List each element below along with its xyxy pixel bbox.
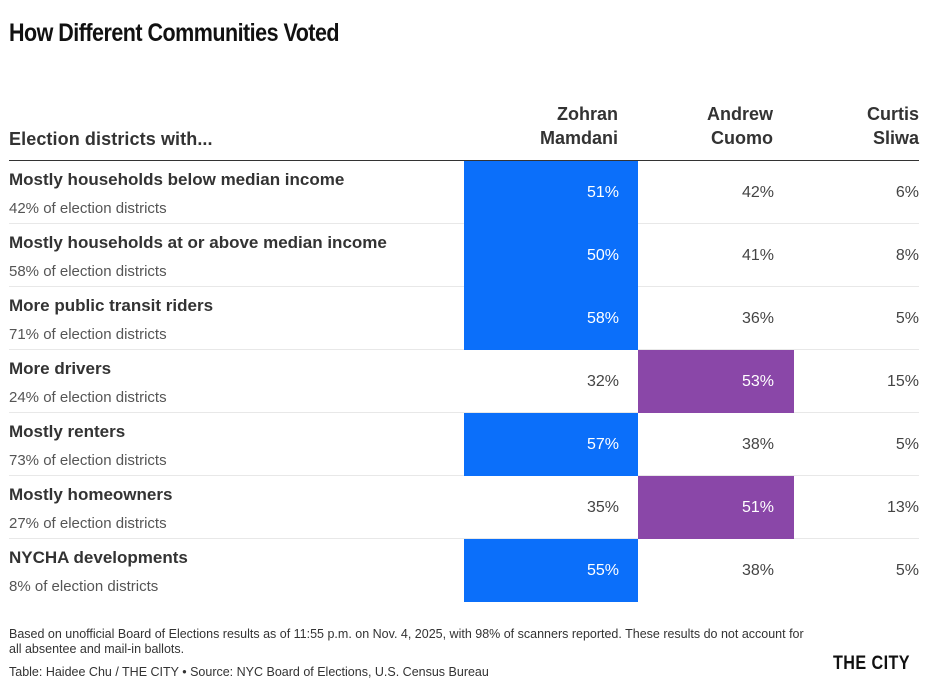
cell-cuomo: 38% bbox=[741, 561, 774, 579]
cell-sliwa: 15% bbox=[886, 372, 919, 390]
cell-cuomo: 42% bbox=[741, 183, 774, 201]
table-body: Mostly households below median income 42%… bbox=[9, 161, 919, 602]
footnote: Based on unofficial Board of Elections r… bbox=[9, 627, 804, 656]
cell-sliwa: 5% bbox=[895, 435, 919, 453]
row-share-of-districts: 73% of election districts bbox=[9, 452, 167, 469]
table-row: Mostly homeowners 27% of election distric… bbox=[9, 476, 919, 539]
the-city-logo: THE CITY bbox=[833, 653, 910, 674]
source-credit: Table: Haidee Chu / THE CITY • Source: N… bbox=[9, 665, 489, 679]
candidate-first-name: Andrew bbox=[706, 104, 773, 124]
header-mamdani: Zohran Mamdani bbox=[468, 102, 618, 150]
row-label: More public transit riders bbox=[9, 296, 214, 315]
cell-cuomo: 51% bbox=[638, 476, 794, 539]
results-table: Election districts with... Zohran Mamdan… bbox=[9, 104, 919, 602]
row-label: Mostly homeowners bbox=[9, 485, 173, 504]
candidate-last-name: Cuomo bbox=[711, 128, 773, 148]
row-share-of-districts: 58% of election districts bbox=[9, 263, 167, 280]
cell-mamdani: 35% bbox=[586, 498, 619, 516]
row-share-of-districts: 8% of election districts bbox=[9, 578, 159, 595]
cell-mamdani: 55% bbox=[464, 539, 638, 602]
cell-mamdani: 58% bbox=[464, 287, 638, 350]
row-label: Mostly households at or above median inc… bbox=[9, 233, 387, 252]
header-cuomo: Andrew Cuomo bbox=[623, 102, 773, 150]
cell-cuomo: 36% bbox=[741, 309, 774, 327]
candidate-first-name: Zohran bbox=[557, 104, 618, 124]
row-label-header: Election districts with... bbox=[9, 129, 213, 149]
table-row: Mostly households at or above median inc… bbox=[9, 224, 919, 287]
cell-sliwa: 5% bbox=[895, 561, 919, 579]
cell-sliwa: 13% bbox=[886, 498, 919, 516]
table-row: NYCHA developments 8% of election distric… bbox=[9, 539, 919, 602]
cell-mamdani: 51% bbox=[464, 161, 638, 224]
cell-sliwa: 5% bbox=[895, 309, 919, 327]
table-row: More drivers 24% of election districts 32%… bbox=[9, 350, 919, 413]
table-header: Election districts with... Zohran Mamdan… bbox=[9, 104, 919, 161]
row-share-of-districts: 42% of election districts bbox=[9, 200, 167, 217]
row-share-of-districts: 24% of election districts bbox=[9, 389, 167, 406]
cell-cuomo: 41% bbox=[741, 246, 774, 264]
row-label: NYCHA developments bbox=[9, 548, 188, 567]
row-label: More drivers bbox=[9, 359, 112, 378]
table-row: More public transit riders 71% of electio… bbox=[9, 287, 919, 350]
cell-cuomo: 53% bbox=[638, 350, 794, 413]
chart-title: How Different Communities Voted bbox=[9, 19, 340, 47]
candidate-first-name: Curtis bbox=[866, 104, 919, 124]
row-share-of-districts: 71% of election districts bbox=[9, 326, 167, 343]
cell-mamdani: 32% bbox=[586, 372, 619, 390]
cell-sliwa: 6% bbox=[895, 183, 919, 201]
header-sliwa: Curtis Sliwa bbox=[769, 102, 919, 150]
cell-mamdani: 50% bbox=[464, 224, 638, 287]
candidate-last-name: Mamdani bbox=[539, 128, 618, 148]
cell-mamdani: 57% bbox=[464, 413, 638, 476]
candidate-last-name: Sliwa bbox=[872, 128, 919, 148]
table-row: Mostly renters 73% of election districts 5… bbox=[9, 413, 919, 476]
row-share-of-districts: 27% of election districts bbox=[9, 515, 167, 532]
row-label: Mostly households below median income bbox=[9, 170, 345, 189]
cell-sliwa: 8% bbox=[895, 246, 919, 264]
row-label: Mostly renters bbox=[9, 422, 126, 441]
cell-cuomo: 38% bbox=[741, 435, 774, 453]
table-row: Mostly households below median income 42%… bbox=[9, 161, 919, 224]
